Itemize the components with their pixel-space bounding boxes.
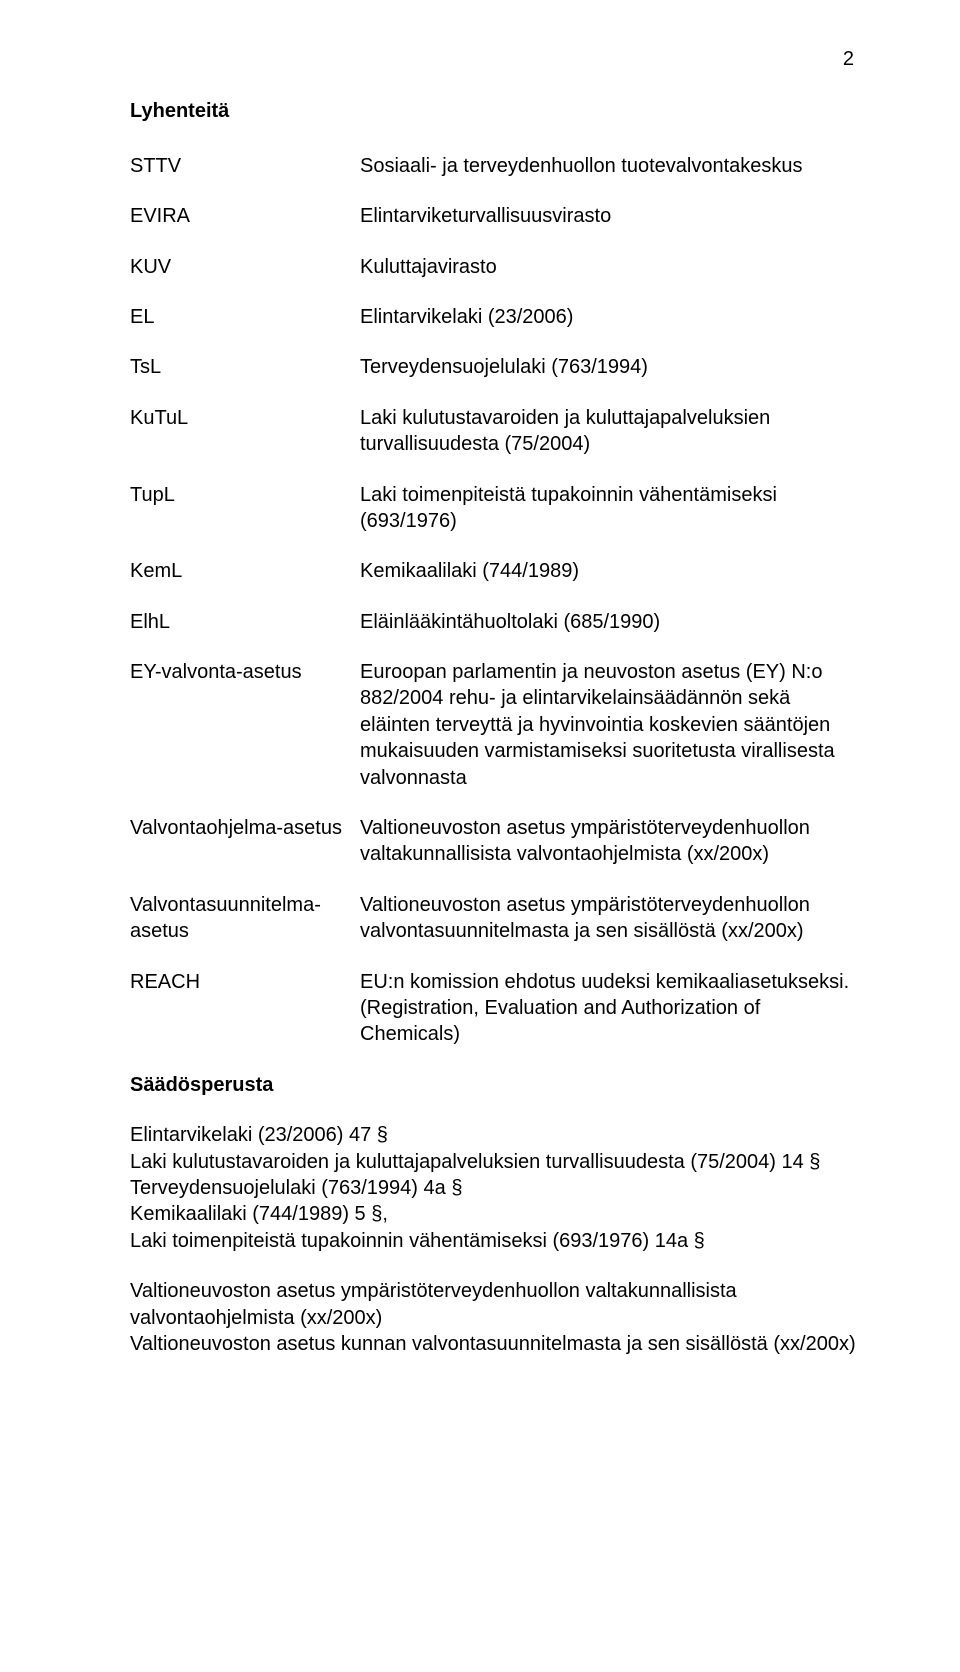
abbrev-term: REACH (130, 969, 360, 995)
basis-line: Elintarvikelaki (23/2006) 47 § (130, 1122, 860, 1148)
abbrev-desc: Elintarviketurvallisuusvirasto (360, 203, 860, 229)
abbrev-row: ElhL Eläinlääkintähuoltolaki (685/1990) (130, 609, 860, 635)
abbrev-row: KemL Kemikaalilaki (744/1989) (130, 558, 860, 584)
abbrev-row: EVIRA Elintarviketurvallisuusvirasto (130, 203, 860, 229)
abbrev-term: KuTuL (130, 405, 360, 431)
abbrev-row: EY-valvonta-asetus Euroopan parlamentin … (130, 659, 860, 791)
basis-line: Valtioneuvoston asetus ympäristöterveyde… (130, 1278, 860, 1331)
abbrev-row: KUV Kuluttajavirasto (130, 254, 860, 280)
abbrev-term: KUV (130, 254, 360, 280)
abbrev-desc: Eläinlääkintähuoltolaki (685/1990) (360, 609, 860, 635)
abbrev-row: Valvontaohjelma-asetus Valtioneuvoston a… (130, 815, 860, 868)
abbrev-row: TupL Laki toimenpiteistä tupakoinnin väh… (130, 482, 860, 535)
abbrev-desc: Valtioneuvoston asetus ympäristöterveyde… (360, 815, 860, 868)
abbrev-row: EL Elintarvikelaki (23/2006) (130, 304, 860, 330)
abbrev-term: TupL (130, 482, 360, 508)
abbrev-desc: Kemikaalilaki (744/1989) (360, 558, 860, 584)
abbrev-row: STTV Sosiaali- ja terveydenhuollon tuote… (130, 153, 860, 179)
abbrev-desc: Laki kulutustavaroiden ja kuluttajapalve… (360, 405, 860, 458)
basis-block-2: Valtioneuvoston asetus ympäristöterveyde… (130, 1278, 860, 1357)
basis-line: Laki toimenpiteistä tupakoinnin vähentäm… (130, 1228, 860, 1254)
section-heading-basis: Säädösperusta (130, 1072, 860, 1098)
abbrev-desc: Laki toimenpiteistä tupakoinnin vähentäm… (360, 482, 860, 535)
basis-line: Valtioneuvoston asetus kunnan valvontasu… (130, 1331, 860, 1357)
abbrev-row: Valvontasuunnitelma-asetus Valtioneuvost… (130, 892, 860, 945)
basis-line: Laki kulutustavaroiden ja kuluttajapalve… (130, 1149, 860, 1175)
abbrev-desc: Elintarvikelaki (23/2006) (360, 304, 860, 330)
abbrev-row: REACH EU:n komission ehdotus uudeksi kem… (130, 969, 860, 1048)
abbrev-desc: Valtioneuvoston asetus ympäristöterveyde… (360, 892, 860, 945)
abbrev-term: EL (130, 304, 360, 330)
abbrev-term: ElhL (130, 609, 360, 635)
abbrev-term: STTV (130, 153, 360, 179)
abbrev-term: TsL (130, 354, 360, 380)
page-number: 2 (130, 46, 860, 72)
abbrev-desc: Kuluttajavirasto (360, 254, 860, 280)
basis-line: Kemikaalilaki (744/1989) 5 §, (130, 1201, 860, 1227)
abbrev-row: KuTuL Laki kulutustavaroiden ja kuluttaj… (130, 405, 860, 458)
abbrev-desc: Euroopan parlamentin ja neuvoston asetus… (360, 659, 860, 791)
abbreviation-list: STTV Sosiaali- ja terveydenhuollon tuote… (130, 153, 860, 1048)
abbrev-term: KemL (130, 558, 360, 584)
abbrev-desc: Terveydensuojelulaki (763/1994) (360, 354, 860, 380)
document-page: 2 Lyhenteitä STTV Sosiaali- ja terveyden… (0, 0, 960, 1672)
abbrev-term: EVIRA (130, 203, 360, 229)
abbrev-desc: Sosiaali- ja terveydenhuollon tuotevalvo… (360, 153, 860, 179)
abbrev-term: EY-valvonta-asetus (130, 659, 360, 685)
abbrev-desc: EU:n komission ehdotus uudeksi kemikaali… (360, 969, 860, 1048)
abbrev-term: Valvontaohjelma-asetus (130, 815, 360, 841)
section-heading-abbrev: Lyhenteitä (130, 98, 860, 124)
basis-line: Terveydensuojelulaki (763/1994) 4a § (130, 1175, 860, 1201)
basis-block-1: Elintarvikelaki (23/2006) 47 § Laki kulu… (130, 1122, 860, 1254)
abbrev-row: TsL Terveydensuojelulaki (763/1994) (130, 354, 860, 380)
abbrev-term: Valvontasuunnitelma-asetus (130, 892, 360, 945)
